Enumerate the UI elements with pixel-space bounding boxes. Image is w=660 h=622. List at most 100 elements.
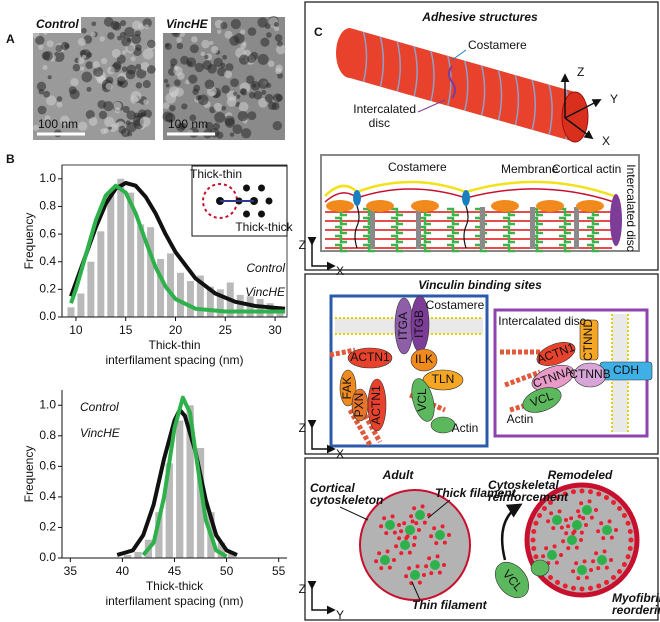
texture xyxy=(60,115,70,126)
texture xyxy=(242,41,247,46)
texture xyxy=(81,71,93,83)
actin-filament xyxy=(509,401,531,413)
crossbridge xyxy=(419,234,431,244)
texture xyxy=(122,105,130,113)
chart xyxy=(58,164,288,321)
protein-label: TLN xyxy=(432,372,455,386)
section-title: Adhesive structures xyxy=(421,10,538,24)
protein-label: ACTN1 xyxy=(369,385,383,425)
histogram-bar xyxy=(176,272,184,317)
organelle xyxy=(491,200,519,212)
legend-entry: VincHE xyxy=(80,426,121,440)
texture xyxy=(77,37,86,47)
texture xyxy=(224,30,233,39)
y-axis-label: Frequency xyxy=(22,213,36,270)
z-disc xyxy=(574,207,579,249)
texture xyxy=(277,72,284,79)
protein-label: ITGB xyxy=(412,310,426,338)
thick-filament xyxy=(410,570,420,580)
scale-label: 100 nm xyxy=(38,117,78,131)
texture xyxy=(272,120,283,131)
crossbridge xyxy=(587,225,599,235)
thin-filament xyxy=(392,530,397,535)
texture xyxy=(275,67,282,75)
y-tick-label: 0.8 xyxy=(39,199,56,213)
texture xyxy=(246,75,255,84)
label: Actin xyxy=(507,412,534,426)
crossbridge xyxy=(503,234,515,244)
thin-filament xyxy=(435,554,440,559)
thin-filament xyxy=(604,579,609,585)
thin-filament xyxy=(627,546,633,552)
crossbridge xyxy=(335,225,347,235)
z-disc xyxy=(370,207,375,249)
thin-filament xyxy=(566,546,571,551)
costamere-stripe xyxy=(379,36,385,87)
thin-filament xyxy=(432,526,437,531)
tether xyxy=(463,205,469,249)
protein xyxy=(367,378,387,432)
texture xyxy=(38,44,44,50)
texture xyxy=(210,45,219,54)
fit-curve xyxy=(69,183,286,314)
texture xyxy=(142,48,154,60)
z-disc xyxy=(416,207,421,249)
axis-letter: X xyxy=(336,447,344,461)
thin-filament xyxy=(427,556,432,561)
scale-label: 100 nm xyxy=(168,117,208,131)
x-tick-label: 10 xyxy=(69,323,83,337)
texture xyxy=(116,54,126,64)
texture xyxy=(144,24,150,29)
texture xyxy=(268,101,277,110)
organelle xyxy=(576,200,604,212)
thin-filament xyxy=(397,523,401,527)
thin-filament xyxy=(392,558,396,562)
micrograph xyxy=(162,15,286,140)
thin-filament xyxy=(589,515,594,520)
crossbridge xyxy=(419,243,431,253)
texture xyxy=(258,78,269,89)
texture xyxy=(221,105,227,111)
actin-filament xyxy=(504,369,541,388)
costamere-site xyxy=(353,190,361,206)
texture xyxy=(241,128,252,139)
protein-label: PXN xyxy=(352,393,366,418)
texture xyxy=(55,44,63,52)
x-tick-label: 40 xyxy=(116,564,130,578)
histogram-bar xyxy=(123,554,132,558)
thin-filament xyxy=(610,575,616,581)
texture xyxy=(100,57,108,65)
texture xyxy=(197,94,209,106)
texture xyxy=(232,124,243,135)
x-tick-label: 55 xyxy=(272,564,286,578)
texture xyxy=(99,36,105,42)
protein-label: FAK xyxy=(340,377,354,400)
actin-filament xyxy=(329,347,356,358)
thick-dot xyxy=(243,184,250,192)
tether xyxy=(354,205,360,249)
thin-filament xyxy=(554,560,559,565)
texture xyxy=(277,40,283,47)
thin-filament xyxy=(582,559,587,564)
disc-marker xyxy=(448,65,456,99)
thin-filament xyxy=(379,566,384,571)
thin-filament xyxy=(544,546,549,551)
texture xyxy=(113,101,122,110)
x-axis-label: interfilament spacing (nm) xyxy=(105,594,243,608)
thin-filament xyxy=(610,499,616,505)
texture xyxy=(247,54,256,64)
crossbridge xyxy=(391,207,403,217)
crossbridge xyxy=(391,225,403,235)
thin-filament xyxy=(601,536,606,541)
texture xyxy=(142,18,152,28)
thick-dot xyxy=(243,210,250,218)
thin-filament xyxy=(579,586,585,592)
thin-filament xyxy=(530,537,536,543)
texture xyxy=(186,57,197,68)
thin-filament xyxy=(382,516,387,521)
thin-filament xyxy=(442,563,446,567)
thick-filament xyxy=(385,520,395,530)
costamere-stripe xyxy=(430,50,435,102)
thin-filament xyxy=(596,529,601,534)
thin-filament xyxy=(576,576,581,581)
